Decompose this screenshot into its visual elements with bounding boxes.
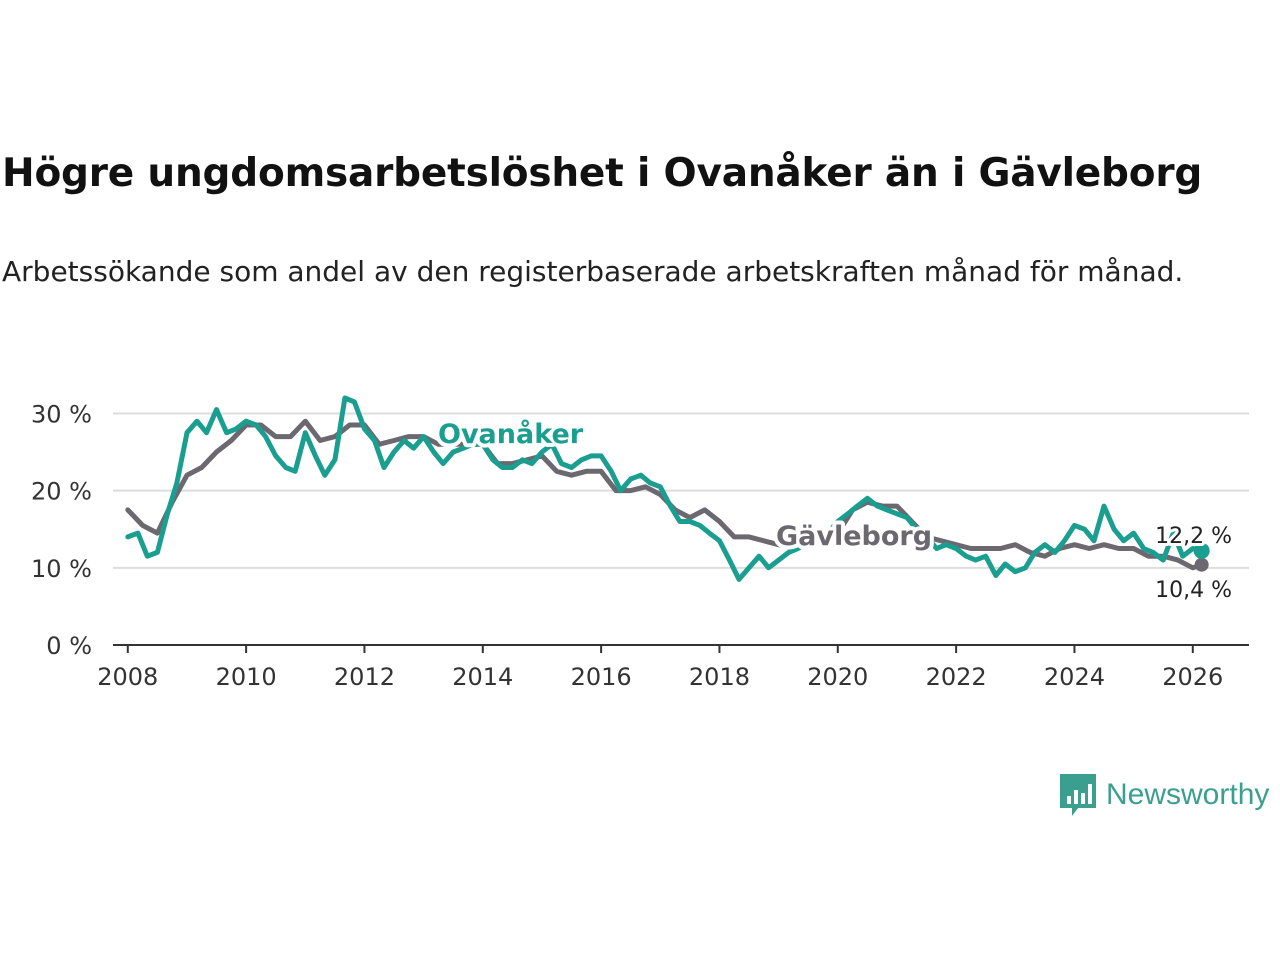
series-label-ovanaker: Ovanåker (438, 418, 584, 450)
chart-subtitle: Arbetssökande som andel av den registerb… (2, 250, 1222, 294)
x-tick-label: 2016 (571, 663, 632, 691)
end-point-gavleborg (1195, 558, 1209, 572)
newsworthy-logo-icon (1058, 772, 1098, 818)
end-label-ovanaker: 12,2 % (1155, 524, 1232, 549)
x-tick-label: 2012 (334, 663, 395, 691)
x-tick-label: 2014 (452, 663, 513, 691)
x-tick-label: 2008 (97, 663, 158, 691)
y-tick-label: 10 % (31, 555, 92, 583)
x-tick-label: 2022 (926, 663, 987, 691)
x-tick-label: 2026 (1162, 663, 1223, 691)
x-tick-label: 2020 (807, 663, 868, 691)
end-label-gavleborg: 10,4 % (1155, 578, 1232, 603)
x-tick-label: 2024 (1044, 663, 1105, 691)
brand-name: Newsworthy (1106, 778, 1269, 812)
y-tick-label: 20 % (31, 478, 92, 506)
y-tick-label: 0 % (46, 632, 92, 660)
x-tick-label: 2018 (689, 663, 750, 691)
line-chart: 0 % 10 % 20 % 30 % 2008 2010 2012 2014 2016 2018 2… (0, 390, 1280, 720)
series-line-ovanaker (128, 398, 1202, 579)
y-tick-label: 30 % (31, 400, 92, 428)
series-label-gavleborg: Gävleborg (776, 521, 932, 552)
chart-title: Högre ungdomsarbetslöshet i Ovanåker än … (2, 146, 1272, 202)
newsworthy-brand[interactable]: Newsworthy (1058, 772, 1269, 818)
x-tick-label: 2010 (216, 663, 277, 691)
